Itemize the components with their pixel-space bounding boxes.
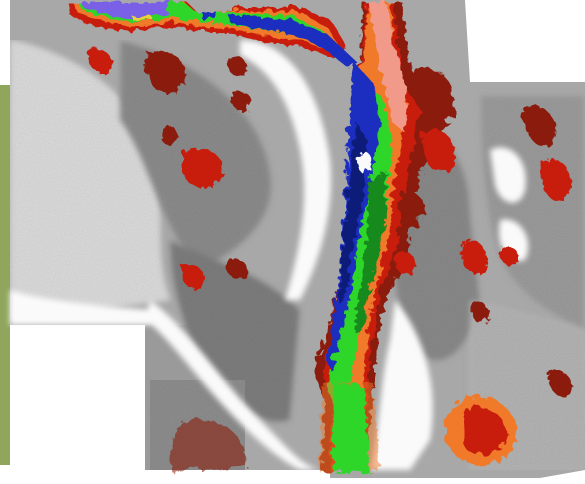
river-white-islet — [355, 149, 369, 171]
north-yellow-fleck — [130, 14, 150, 18]
patch-c-5 — [224, 256, 245, 277]
river-south — [318, 380, 378, 470]
vegetation-strip — [0, 85, 10, 465]
patch-c-4 — [179, 263, 203, 288]
north-blue-spot — [200, 10, 215, 18]
patch-c-1 — [180, 146, 221, 186]
river-dark-green-edge — [352, 170, 385, 330]
sand-band-east — [370, 300, 433, 470]
patch-e-5 — [498, 243, 516, 264]
river-core — [325, 60, 390, 470]
patch-e-1 — [459, 237, 485, 272]
patch-ne-4 — [393, 249, 414, 273]
north-water — [65, 0, 355, 65]
patch-se-core — [460, 404, 505, 453]
patch-lower-left — [167, 417, 245, 470]
terrain-dark-center — [170, 240, 300, 422]
sand-band-south-west — [145, 300, 320, 470]
patch-e-4 — [539, 157, 569, 199]
north-violet-lake — [78, 0, 170, 16]
patch-c-3 — [229, 88, 250, 110]
patch-ne-1 — [405, 66, 451, 112]
scattered-patches — [85, 46, 570, 470]
patch-nw-2 — [144, 48, 183, 92]
sand-band-left-edge — [10, 290, 150, 325]
patch-e-2 — [468, 299, 487, 321]
patch-nw-1 — [85, 46, 111, 71]
sand-patch-ne — [490, 147, 526, 203]
patch-ne-2 — [419, 127, 453, 171]
patch-e-3 — [520, 103, 554, 144]
south-green — [330, 380, 368, 470]
north-blue-lake — [225, 12, 355, 65]
patch-c-2 — [158, 123, 177, 144]
patch-ne-3 — [396, 189, 423, 226]
sand-band-north — [240, 40, 331, 300]
sand-bands — [10, 40, 529, 470]
patch-nw-3 — [224, 53, 245, 73]
patch-se-small — [545, 367, 570, 394]
salmon-channel — [366, 0, 405, 130]
